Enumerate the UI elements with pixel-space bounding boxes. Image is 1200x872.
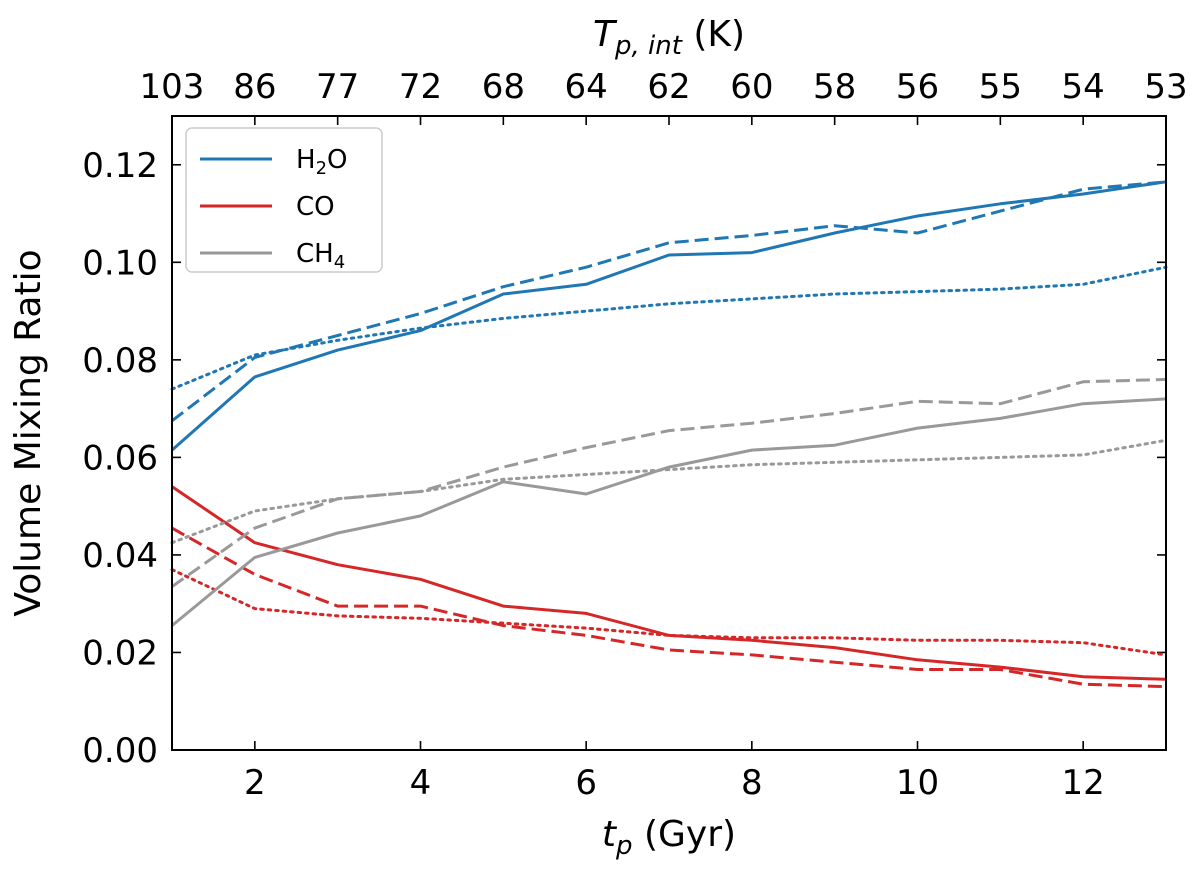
x-axis-label: tp (Gyr): [602, 814, 736, 861]
y-tick-label: 0.00: [82, 731, 158, 771]
series-line-ch4-dotted: [170, 438, 1168, 545]
x-tick-label: 2: [244, 763, 266, 803]
legend-label-co: CO: [296, 192, 335, 222]
series-line-co-dotted: [170, 568, 1168, 657]
top-tick-label: 72: [399, 67, 442, 107]
top-tick-label: 64: [565, 67, 608, 107]
top-tick-label: 103: [140, 67, 205, 107]
top-axis-label: Tp, int (K): [593, 14, 745, 61]
legend-label-h2o: H2O: [296, 145, 347, 179]
top-tick-label: 55: [979, 67, 1022, 107]
y-tick-label: 0.06: [82, 438, 158, 478]
top-tick-label: 62: [647, 67, 690, 107]
top-tick-label: 53: [1144, 67, 1187, 107]
x-tick-label: 8: [741, 763, 763, 803]
x-tick-label: 12: [1062, 763, 1105, 803]
y-tick-label: 0.10: [82, 243, 158, 283]
series-line-h2o-dashed: [171, 180, 1167, 422]
plot-frame: [171, 115, 1167, 751]
series-line-ch4-dashed: [171, 377, 1167, 588]
y-tick-label: 0.08: [82, 341, 158, 381]
top-tick-label: 60: [730, 67, 773, 107]
x-tick-label: 4: [410, 763, 432, 803]
series-line-h2o-dotted: [170, 265, 1168, 391]
series-layer: [170, 180, 1168, 689]
legend-box: [185, 127, 383, 273]
top-tick-label: 77: [316, 67, 359, 107]
y-tick-label: 0.04: [82, 536, 158, 576]
top-tick-label: 54: [1062, 67, 1105, 107]
y-tick-label: 0.12: [82, 146, 158, 186]
series-line-ch4-solid: [171, 397, 1167, 627]
top-tick-label: 86: [233, 67, 276, 107]
series-line-h2o-solid: [171, 180, 1167, 452]
legend: H2O CO CH4: [185, 127, 383, 273]
y-tick-label: 0.02: [82, 633, 158, 673]
y-axis-label: Volume Mixing Ratio: [8, 249, 49, 616]
x-tick-label: 10: [896, 763, 939, 803]
top-tick-label: 68: [482, 67, 525, 107]
top-tick-label: 56: [896, 67, 939, 107]
legend-label-ch4: CH4: [296, 239, 345, 273]
series-line-co-solid: [171, 485, 1167, 681]
top-tick-label: 58: [813, 67, 856, 107]
series-line-co-dashed: [171, 526, 1167, 689]
x-tick-label: 6: [575, 763, 597, 803]
